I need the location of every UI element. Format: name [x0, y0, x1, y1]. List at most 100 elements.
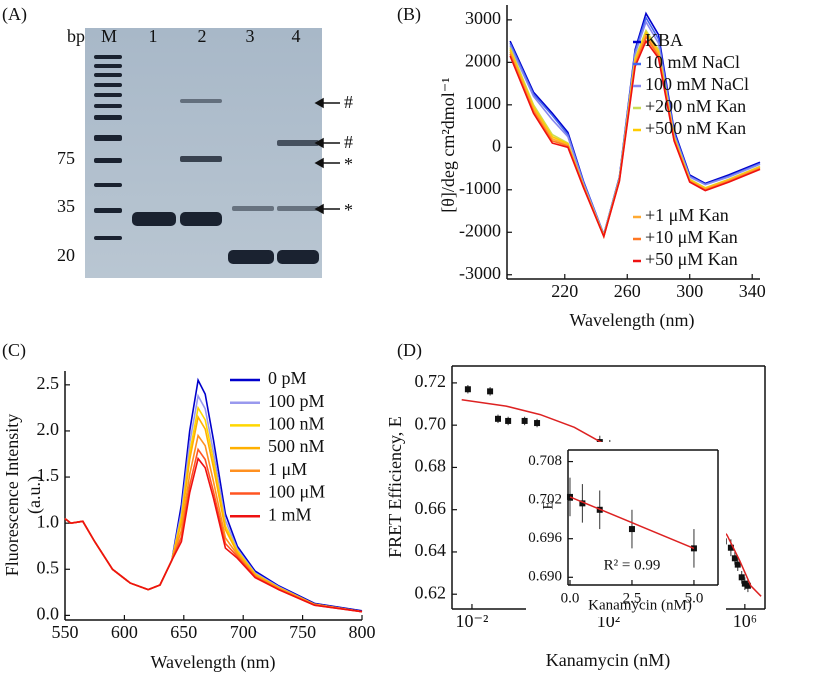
data-point	[731, 555, 738, 562]
series-line	[509, 39, 761, 239]
band-annotation: *	[344, 154, 353, 174]
data-point	[727, 544, 734, 551]
x-tick-label: 10⁻²	[456, 611, 489, 631]
series-line	[569, 496, 695, 550]
band-annotation: *	[344, 200, 353, 220]
y-tick-label: 0.62	[415, 582, 447, 602]
data-point	[579, 500, 586, 507]
data-point	[494, 415, 501, 422]
band-annotation: #	[344, 92, 353, 112]
y-tick-label: 2000	[465, 50, 501, 70]
gel-header: 3	[246, 26, 255, 46]
legend-label: +10 μM Kan	[645, 227, 738, 247]
ladder-bands	[94, 55, 122, 240]
series-line	[64, 447, 363, 613]
x-axis-label: Wavelength (nm)	[150, 652, 275, 673]
x-axis-label: Kanamycin (nM)	[546, 650, 670, 671]
y-axis-label: [θ]/deg cm²dmol⁻¹	[438, 77, 458, 212]
legend-label: 1 mM	[268, 504, 312, 524]
y-tick-label: 0.70	[415, 413, 447, 433]
gel-header: 1	[149, 26, 158, 46]
x-tick-label: 340	[739, 281, 766, 301]
y-tick-label: 0.696	[528, 530, 562, 546]
gel-header: 2	[198, 26, 207, 46]
legend-label: +50 μM Kan	[645, 249, 738, 269]
y-axis-label: E	[540, 500, 556, 509]
gel-header: bp	[67, 26, 85, 46]
x-tick-label: 750	[289, 622, 316, 642]
gel-image	[85, 28, 322, 278]
x-tick-label: 220	[551, 281, 578, 301]
y-tick-label: 0.66	[415, 498, 447, 518]
y-tick-label: -3000	[459, 263, 501, 283]
y-tick-label: 0.708	[528, 453, 562, 469]
panel-label: (C)	[2, 340, 26, 361]
legend-label: 10 mM NaCl	[645, 52, 740, 72]
y-tick-label: 0	[492, 135, 501, 155]
legend-label: 500 nM	[268, 436, 325, 456]
y-tick-label: 1000	[465, 93, 501, 113]
y-tick-label: 0.702	[528, 492, 562, 508]
x-tick-label: 10⁶	[733, 611, 757, 631]
legend-label: 100 mM NaCl	[645, 74, 749, 94]
size-label: 35	[57, 196, 75, 216]
data-point	[628, 526, 635, 533]
y-tick-label: 0.5	[37, 557, 60, 577]
x-tick-label: 650	[170, 622, 197, 642]
x-tick-label: 5.0	[685, 590, 704, 606]
y-tick-label: 1.0	[37, 511, 60, 531]
legend-label: 100 nM	[268, 414, 325, 434]
legend-label: 1 μM	[268, 459, 307, 479]
data-point	[566, 493, 573, 500]
y-tick-label: 0.72	[415, 371, 447, 391]
y-tick-label: 0.68	[415, 456, 447, 476]
y-axis-label: Fluorescence Intensity	[2, 414, 22, 576]
data-point	[744, 582, 751, 589]
legend-label: 100 pM	[268, 391, 325, 411]
data-point	[464, 386, 471, 393]
data-point	[534, 420, 541, 427]
arrows	[314, 97, 340, 215]
legend-label: +200 nM Kan	[645, 96, 746, 116]
y-tick-label: 2.0	[37, 419, 60, 439]
x-tick-label: 0.0	[561, 590, 580, 606]
annotation: R² = 0.99	[604, 557, 661, 573]
data-point	[738, 574, 745, 581]
y-tick-label: 1.5	[37, 465, 60, 485]
panel-label: (D)	[397, 340, 422, 361]
y-tick-label: 0.64	[415, 540, 447, 560]
legend-label: +500 nM Kan	[645, 118, 746, 138]
inset-background	[526, 442, 726, 617]
x-tick-label: 550	[52, 622, 79, 642]
y-tick-label: -2000	[459, 220, 501, 240]
x-tick-label: 800	[349, 622, 376, 642]
gel-panel: (A) bp M 1 2 3 4 75 35 20 # # * *	[2, 4, 353, 278]
panel-label: (A)	[2, 4, 27, 25]
panel-label: (B)	[397, 4, 421, 25]
size-label: 75	[57, 148, 75, 168]
data-point	[521, 417, 528, 424]
y-tick-label: 2.5	[37, 373, 60, 393]
data-point	[741, 580, 748, 587]
series-line	[64, 456, 363, 613]
sample-bands	[132, 99, 319, 264]
y-tick-label: 0.690	[528, 569, 562, 585]
legend-label: 0 pM	[268, 368, 307, 388]
gel-header: 4	[292, 26, 301, 46]
x-tick-label: 300	[676, 281, 703, 301]
x-axis-label: Kanamycin (nM)	[588, 597, 692, 613]
data-point	[487, 388, 494, 395]
y-tick-label: 3000	[465, 8, 501, 28]
y-tick-label: -1000	[459, 178, 501, 198]
size-label: 20	[57, 245, 75, 265]
data-point	[505, 417, 512, 424]
y-tick-label: 0.0	[37, 604, 60, 624]
band-annotation: #	[344, 132, 353, 152]
gel-header: M	[101, 26, 117, 46]
legend-label: +1 μM Kan	[645, 205, 729, 225]
legend-label: KBA	[645, 30, 683, 50]
y-axis-label: (a.u.)	[24, 476, 45, 514]
x-tick-label: 260	[614, 281, 641, 301]
data-point	[734, 561, 741, 568]
